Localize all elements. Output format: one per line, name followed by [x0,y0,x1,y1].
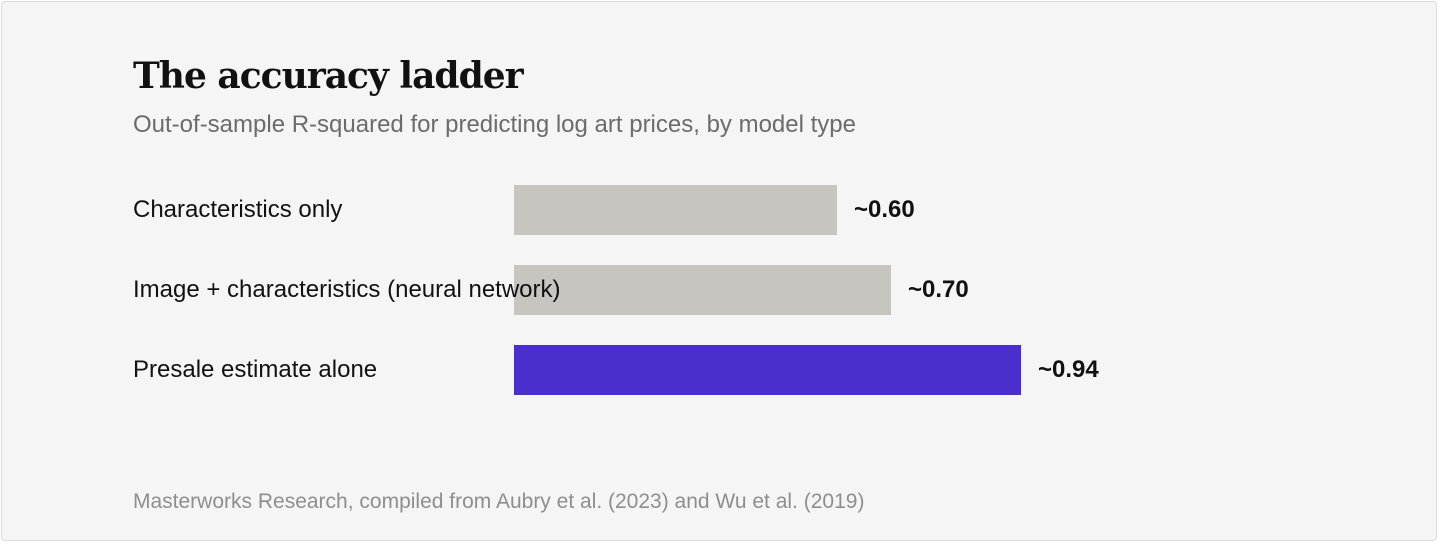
bar-value-label: ~0.70 [908,276,969,303]
bar-value-label: ~0.60 [854,196,915,223]
bar-track: ~0.60 [514,185,1114,235]
bar [514,185,837,235]
bar-row: ~0.60 Characteristics only [133,184,1333,236]
bar-category-label: Image + characteristics (neural network) [133,276,561,303]
bar-category-label: Presale estimate alone [133,356,378,383]
bar-value-label: ~0.94 [1038,356,1099,383]
bar-track: ~0.94 [514,345,1114,395]
bar-chart: ~0.60 Characteristics only ~0.70 Image + ch… [133,184,1333,424]
chart-subtitle: Out-of-sample R-squared for predicting l… [133,111,856,138]
bar-row: ~0.94 Presale estimate alone [133,344,1333,396]
bar-category-label: Characteristics only [133,196,343,223]
chart-title: The accuracy ladder [133,55,524,97]
bar [514,265,891,315]
bar-row: ~0.70 Image + characteristics (neural net… [133,264,1333,316]
source-note: Masterworks Research, compiled from Aubr… [133,490,865,513]
bar-track: ~0.70 [514,265,1114,315]
bar [514,345,1021,395]
